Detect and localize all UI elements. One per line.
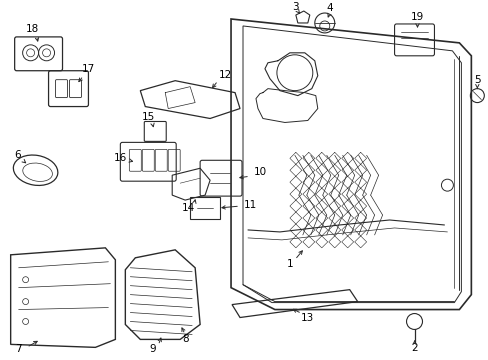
Text: 2: 2 bbox=[410, 343, 417, 354]
Text: 14: 14 bbox=[181, 203, 194, 213]
Text: 11: 11 bbox=[243, 200, 256, 210]
Text: 17: 17 bbox=[81, 64, 95, 74]
Text: 7: 7 bbox=[15, 345, 22, 354]
Text: 18: 18 bbox=[26, 24, 39, 34]
Text: 16: 16 bbox=[114, 153, 127, 163]
Text: 12: 12 bbox=[218, 70, 231, 80]
Text: 9: 9 bbox=[149, 345, 155, 354]
Text: 19: 19 bbox=[410, 12, 423, 22]
Text: 10: 10 bbox=[253, 167, 266, 177]
Text: 13: 13 bbox=[301, 312, 314, 323]
Text: 15: 15 bbox=[142, 112, 155, 122]
Text: 8: 8 bbox=[182, 334, 188, 345]
Text: 6: 6 bbox=[14, 150, 21, 160]
Text: 4: 4 bbox=[326, 3, 332, 13]
Text: 3: 3 bbox=[292, 2, 299, 12]
Text: 5: 5 bbox=[473, 75, 480, 85]
Text: 1: 1 bbox=[286, 259, 293, 269]
